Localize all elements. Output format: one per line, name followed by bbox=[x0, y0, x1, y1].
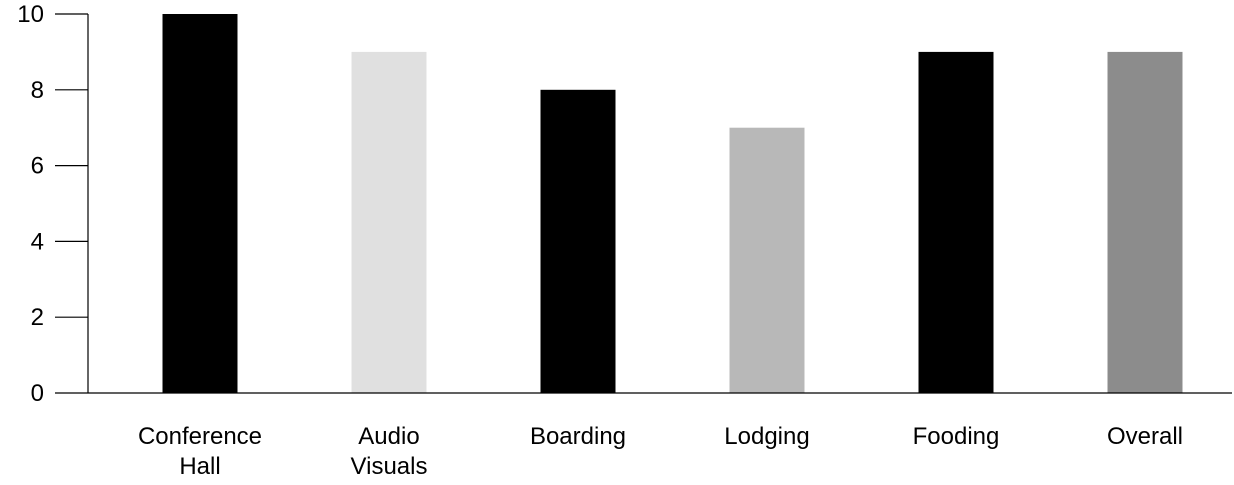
x-tick-label: Overall bbox=[1107, 423, 1183, 450]
y-tick-label: 8 bbox=[31, 77, 44, 104]
bars bbox=[162, 14, 1183, 394]
x-tick-label: Conference Hall bbox=[138, 423, 262, 480]
bar bbox=[540, 89, 616, 394]
y-tick-label: 2 bbox=[31, 304, 44, 331]
x-axis: Conference Hall Audio Visuals Boarding Lodgin… bbox=[88, 392, 1232, 480]
bar bbox=[162, 14, 238, 393]
x-tick-label: Fooding bbox=[913, 423, 1000, 450]
y-axis: 0 2 4 6 8 10 bbox=[17, 1, 89, 407]
x-tick-label: Lodging bbox=[724, 423, 809, 450]
bar bbox=[1107, 51, 1183, 394]
y-tick-label: 6 bbox=[31, 153, 44, 180]
bar bbox=[351, 51, 427, 394]
y-tick-label: 10 bbox=[17, 1, 44, 28]
y-tick-label: 0 bbox=[31, 380, 44, 407]
x-tick-label: Audio Visuals bbox=[351, 423, 428, 480]
y-tick-label: 4 bbox=[31, 228, 44, 255]
x-tick-label: Boarding bbox=[530, 423, 626, 450]
bar bbox=[918, 51, 994, 394]
bar bbox=[729, 127, 805, 393]
